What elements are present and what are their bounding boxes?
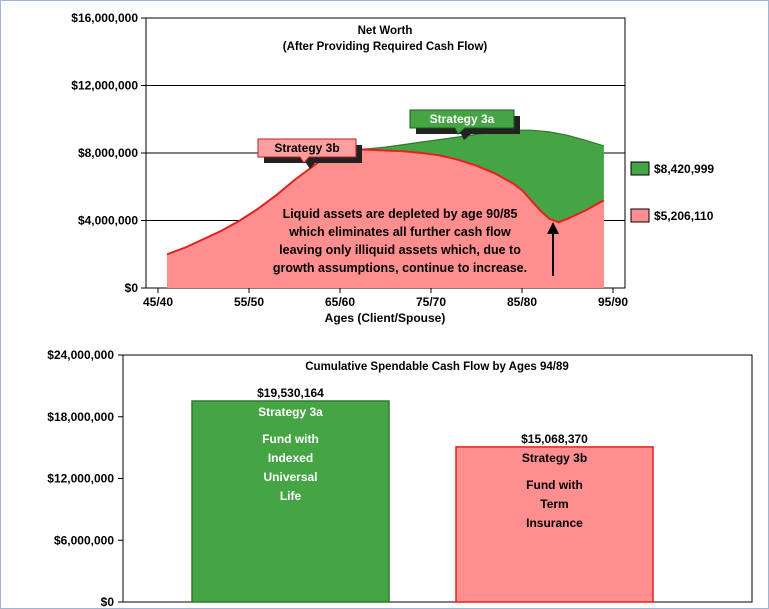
y-tick-label: $6,000,000 <box>54 533 114 547</box>
annotation-line-3: leaving only illiquid assets which, due … <box>279 243 521 257</box>
net-worth-x-axis-title: Ages (Client/Spouse) <box>325 311 446 325</box>
bar-description-line: Indexed <box>268 451 313 465</box>
x-tick-label: 45/40 <box>143 295 173 309</box>
strategy-3b-callout-label: Strategy 3b <box>274 141 339 155</box>
bar-description-line: Universal <box>263 470 317 484</box>
x-tick-label: 85/80 <box>507 295 537 309</box>
bar-description-line: Insurance <box>526 516 583 530</box>
net-worth-legend: $8,420,999 $5,206,110 <box>630 161 714 223</box>
net-worth-title: Net Worth <box>358 25 413 37</box>
strategy-3b-callout-box <box>257 138 357 164</box>
bar-strategy-3b <box>455 446 654 603</box>
y-tick-label: $0 <box>101 595 115 609</box>
strategy-3b-area <box>167 149 604 288</box>
legend-swatch-strategy-3a <box>630 161 650 176</box>
strategy-3a-callout-box <box>409 109 515 135</box>
net-worth-x-axis: 45/40 55/50 65/60 75/70 85/80 95/90 <box>143 288 628 309</box>
x-tick-label: 55/50 <box>234 295 264 309</box>
legend-swatch-strategy-3b <box>630 208 650 223</box>
y-tick-label: $16,000,000 <box>71 11 138 25</box>
y-tick-label: $4,000,000 <box>78 214 138 228</box>
bar-description-line: Fund with <box>526 478 583 492</box>
y-tick-label: $12,000,000 <box>47 472 114 486</box>
strategy-3b-line <box>166 148 605 256</box>
strategy-3a-callout-label: Strategy 3a <box>430 112 495 126</box>
strategy-3a-callout: Strategy 3a <box>409 109 520 140</box>
strategy-3b-callout: Strategy 3b <box>257 138 362 169</box>
bar-description-line: Term <box>540 497 568 511</box>
bar-value-label: $19,530,164 <box>257 386 324 400</box>
bar-description-line: Fund with <box>262 432 319 446</box>
annotation-line-2: which eliminates all further cash flow <box>288 225 511 239</box>
x-tick-label: 95/90 <box>598 295 628 309</box>
net-worth-chart: Net Worth (After Providing Required Cash… <box>71 11 714 325</box>
annotation-arrow-head <box>547 222 559 234</box>
bar-description-line: Life <box>280 489 302 503</box>
cash-flow-chart: Cumulative Spendable Cash Flow by Ages 9… <box>47 348 753 609</box>
legend-value-strategy-3b: $5,206,110 <box>654 209 714 223</box>
net-worth-subtitle: (After Providing Required Cash Flow) <box>283 41 488 53</box>
annotation-line-4: growth assumptions, continue to increase… <box>273 261 527 275</box>
net-worth-y-axis: $0 $4,000,000 $8,000,000 $12,000,000 $16,000… <box>71 11 146 295</box>
legend-value-strategy-3a: $8,420,999 <box>654 162 714 176</box>
liquid-assets-annotation: Liquid assets are depleted by age 90/85 … <box>273 207 559 276</box>
cash-flow-title: Cumulative Spendable Cash Flow by Ages 9… <box>305 361 569 373</box>
bar-category-label: Strategy 3a <box>258 405 323 419</box>
annotation-line-1: Liquid assets are depleted by age 90/85 <box>283 207 518 221</box>
cash-flow-y-axis: $0 $6,000,000 $12,000,000 $18,000,000 $24,00… <box>47 348 123 609</box>
y-tick-label: $24,000,000 <box>47 348 114 362</box>
y-tick-label: $8,000,000 <box>78 146 138 160</box>
bar-value-label: $15,068,370 <box>521 432 588 446</box>
y-tick-label: $0 <box>125 281 139 295</box>
cash-flow-bars: $19,530,164 Strategy 3a Fund with Indexed Un… <box>191 386 654 603</box>
x-tick-label: 65/60 <box>325 295 355 309</box>
y-tick-label: $12,000,000 <box>71 79 138 93</box>
y-tick-label: $18,000,000 <box>47 410 114 424</box>
bar-category-label: Strategy 3b <box>522 451 587 465</box>
bar-strategy-3a <box>191 400 390 603</box>
x-tick-label: 75/70 <box>416 295 446 309</box>
